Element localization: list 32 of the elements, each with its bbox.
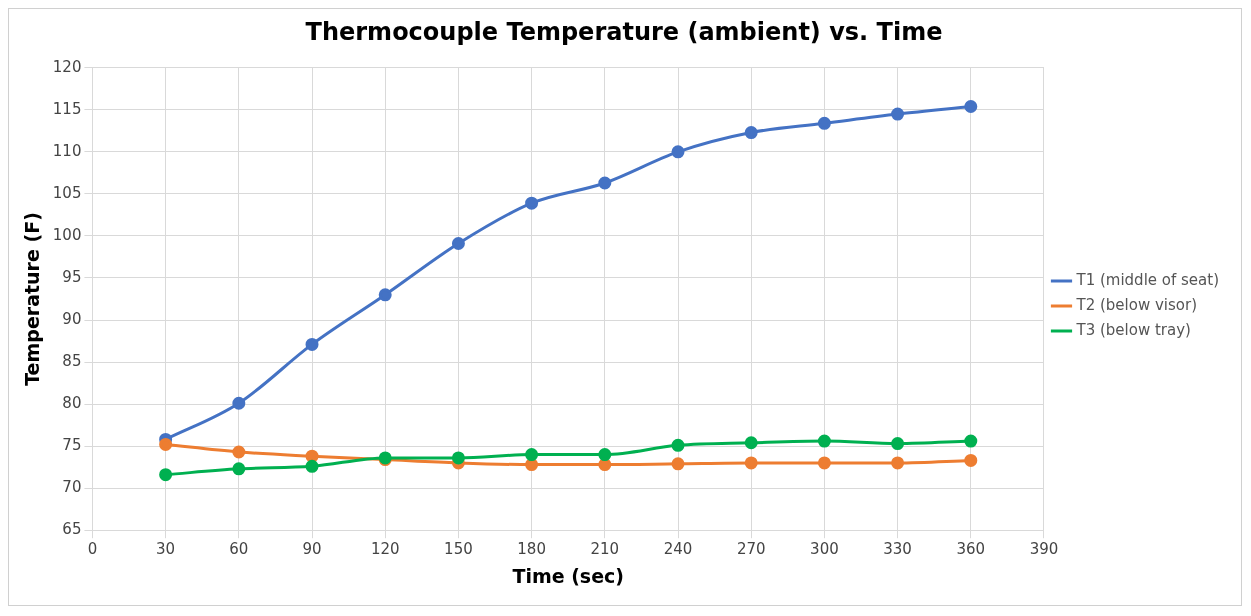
y-tick-label: 70: [62, 478, 82, 497]
x-tick-label: 90: [302, 540, 322, 559]
legend-label: T1 (middle of seat): [1075, 270, 1220, 289]
x-tick-label: 300: [810, 540, 839, 559]
y-tick-label: 65: [62, 520, 82, 539]
x-tick-label: 0: [87, 540, 98, 559]
y-axis-title: Temperature (F): [21, 212, 44, 386]
y-tick-label: 95: [62, 267, 82, 286]
y-tick-label: 75: [62, 436, 82, 455]
legend-label: T2 (below visor): [1075, 295, 1198, 314]
y-tick-label: 105: [52, 183, 82, 202]
y-tick-label: 115: [52, 99, 82, 118]
x-axis-title: Time (sec): [512, 564, 625, 587]
x-tick-label: 390: [1029, 540, 1059, 559]
x-tick-label: 30: [156, 540, 176, 559]
x-tick-label: 270: [736, 540, 766, 559]
x-tick-label: 240: [663, 540, 693, 559]
x-tick-label: 330: [883, 540, 912, 559]
x-tick-label: 180: [517, 540, 546, 559]
y-tick-label: 90: [62, 309, 82, 328]
x-tick-label: 120: [370, 540, 400, 559]
y-tick-label: 85: [62, 351, 82, 370]
y-tick-label: 110: [52, 141, 82, 160]
y-tick-label: 100: [52, 225, 82, 244]
legend-label: T3 (below tray): [1075, 320, 1191, 339]
x-tick-label: 360: [956, 540, 986, 559]
y-tick-label: 80: [62, 393, 82, 412]
y-tick-label: 120: [52, 57, 82, 76]
chart-title: Thermocouple Temperature (ambient) vs. Time: [305, 17, 943, 46]
x-tick-label: 60: [229, 540, 249, 559]
x-tick-label: 210: [590, 540, 620, 559]
x-tick-label: 150: [444, 540, 473, 559]
